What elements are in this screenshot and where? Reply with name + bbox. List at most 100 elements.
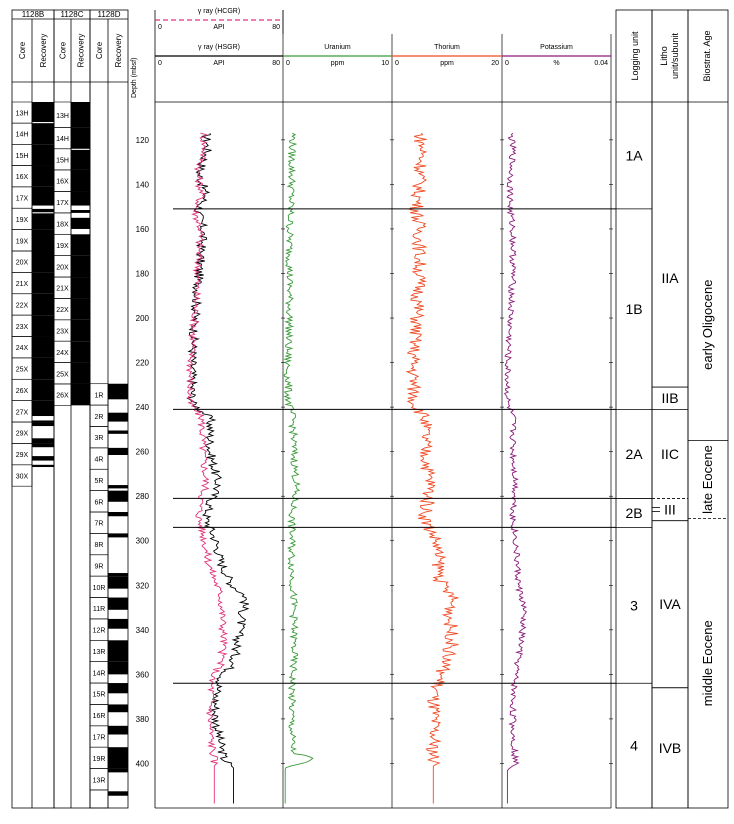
recovery-block [108,791,128,796]
core-label: 20X [56,264,69,271]
recovery-block [71,341,90,363]
core-label: 25X [56,371,69,378]
track-gr: γ ray (HCGR) 0 API 80 γ ray (HSGR) 0 API 80 [155,8,285,808]
core-label: 19R [93,756,106,763]
recovery-block [32,250,54,273]
core-entry: 24X [11,336,54,359]
track-scale-max: 10 [381,60,389,67]
core-label: 13R [93,777,106,784]
track-scale-min: 0 [158,24,162,31]
core-entry: 13H [53,101,90,128]
core-label: 22X [56,307,69,314]
core-column-header: Core [18,41,27,59]
recovery-block [108,533,128,538]
recovery-block [32,438,54,444]
core-label: 14H [56,136,69,143]
recovery-block [108,430,128,434]
logging-unit-header: Logging unit [630,31,640,81]
track-scale-unit: ppm [331,60,345,67]
recovery-block [71,298,90,320]
recovery-block [32,208,54,213]
core-entry: 17X [11,186,54,213]
core-entry: 13H [11,101,54,124]
biostrat-age-header: Biostrat. Age [702,30,712,81]
track-header-label: γ ray (HCGR) [198,8,240,15]
core-entry: 19R [89,746,128,769]
recovery-block [71,362,90,384]
track-scale-unit: API [213,60,224,67]
recovery-block [32,357,54,380]
recovery-block [108,640,128,662]
core-label: 26X [56,393,69,400]
recovery-block [108,573,128,577]
core-entry: 30X [11,464,54,487]
age-label: middle Eocene [700,620,715,706]
core-entry: 25X [53,362,90,385]
core-entry: 16X [11,165,54,188]
core-label: 17X [56,200,69,207]
depth-tick-label: 120 [136,136,150,145]
core-label: 15H [16,153,29,160]
recovery-column-header: Recovery [114,34,123,68]
recovery-block [32,213,54,230]
logging-unit-label: 2A [625,446,643,462]
recovery-block [71,383,90,406]
litho-unit-header-line2: unit/subunit [670,32,680,79]
depth-tick-label: 240 [136,403,150,412]
track-scale-max: 20 [491,60,499,67]
log-tracks-panel: Depth (mbsf)1201401601802002202402602803… [131,8,616,809]
track-uranium: Uranium 0 ppm 10 [283,34,394,808]
logging-unit-label: 1B [625,301,642,317]
hole-1128C: 1128C Core Recovery 13H 14H 15H 16X 17X 18X 19X 20… [53,9,91,809]
recovery-column-header: Recovery [77,34,86,68]
hole-1128D: 1128D Core Recovery 1R 2R 3R 4R 5R 6R 7R 8R 9R 10R 11… [89,9,129,809]
recovery-block [71,255,90,278]
core-label: 4R [95,457,104,464]
core-label: 12R [93,628,106,635]
core-label: 22X [16,302,29,309]
core-label: 14R [93,670,106,677]
recovery-column-header: Recovery [39,34,48,68]
core-entry: 25X [11,357,54,380]
core-interval-box [89,789,109,809]
curve-potassium [503,132,528,804]
core-entry: 3R [89,426,128,449]
recovery-block [71,102,90,128]
core-entry: 20X [11,250,54,273]
track-scale-min: 0 [158,60,162,67]
core-entry: 17X [53,191,90,214]
core-label: 26X [16,388,29,395]
core-entry: 21X [53,276,90,299]
core-label: 19X [16,238,29,245]
litho-unit-header-line1: Litho [659,46,669,66]
core-entry: 22X [53,298,90,321]
core-entry: 22X [11,293,54,316]
core-entry: 8R [89,533,128,556]
core-entry: 20X [53,255,90,278]
core-label: 13H [16,111,29,118]
core-label: 24X [16,345,29,352]
core-entry: 13R [89,768,128,791]
recovery-block [32,400,54,417]
recovery-block [108,485,128,489]
track-header-label: Potassium [540,44,573,51]
depth-tick-label: 360 [136,670,150,679]
recovery-block [71,319,90,342]
core-label: 15H [56,157,69,164]
core-label: 18X [56,222,69,229]
track-scale-min: 0 [395,60,399,67]
recovery-block [108,597,128,610]
recovery-block [108,661,128,675]
track-header-label: γ ray (HSGR) [198,44,240,51]
core-entry: 16R [89,704,128,727]
recovery-block [32,315,54,337]
core-label: 8R [95,542,104,549]
recovery-block [71,277,90,299]
recovery-block [32,464,54,468]
recovery-block [32,102,54,123]
core-label: 9R [95,563,104,570]
core-label: 13H [56,113,69,120]
core-label: 3R [95,435,104,442]
recovery-block [32,165,54,187]
